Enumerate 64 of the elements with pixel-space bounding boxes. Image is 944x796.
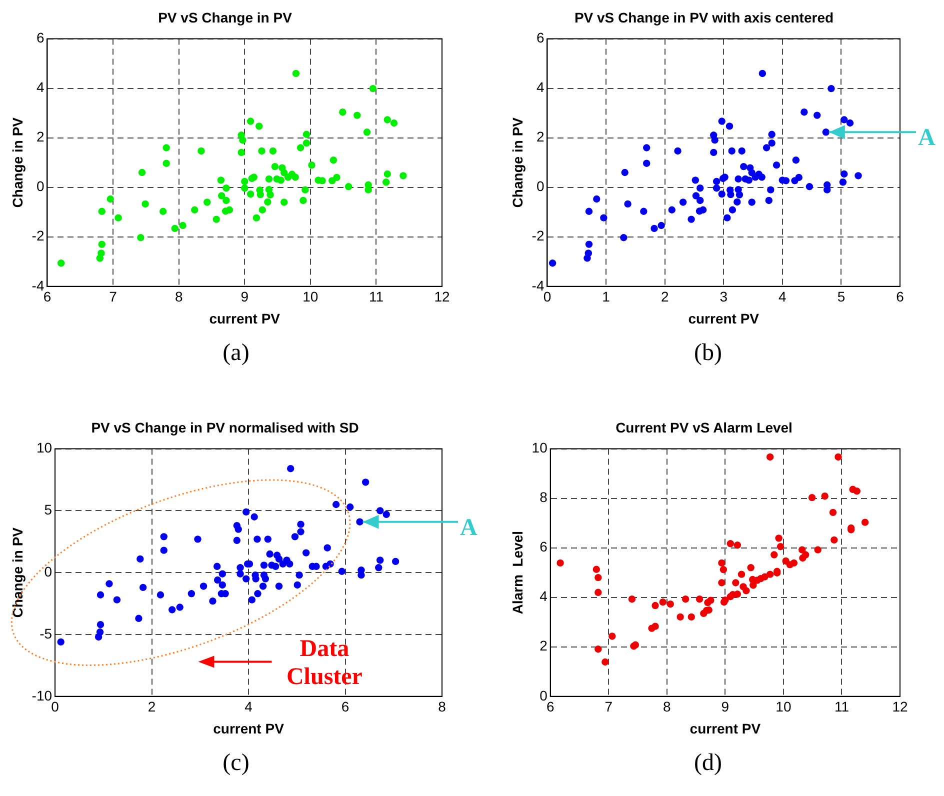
- text: (b): [693, 340, 723, 367]
- y-tick-label: -10: [32, 687, 52, 704]
- y-tick-label: -2: [32, 228, 44, 244]
- y-tick-label: 8: [540, 489, 548, 506]
- x-tick-label: 11: [368, 288, 384, 305]
- x-tick-label: 3: [720, 288, 728, 305]
- y-axis-title: Change in PV: [509, 116, 526, 208]
- text: (c): [222, 750, 250, 777]
- x-axis-title: current PV: [690, 720, 762, 736]
- x-tick-label: 1: [602, 288, 610, 305]
- x-tick-label: 6: [896, 288, 904, 305]
- y-axis-title: Alarm Level: [509, 530, 526, 614]
- y-tick-label: 0: [44, 563, 52, 580]
- x-tick-label: 5: [837, 288, 846, 305]
- x-tick-label: 2: [660, 288, 669, 305]
- y-tick-label: 4: [36, 79, 44, 96]
- y-tick-label: 10: [36, 440, 52, 456]
- x-tick-label: 8: [174, 288, 183, 305]
- y-tick-label: -2: [532, 228, 544, 244]
- y-tick-label: 4: [540, 588, 548, 604]
- annotation: A: [918, 124, 936, 152]
- chart-title: Current PV vS Alarm Level: [616, 419, 792, 436]
- y-tick-label: 0: [536, 178, 544, 194]
- x-tick-label: 6: [341, 698, 350, 715]
- y-tick-label: 2: [36, 128, 44, 145]
- y-tick-label: 6: [36, 30, 44, 46]
- y-tick-label: 4: [536, 79, 544, 96]
- chart-title: PV vS Change in PV: [158, 9, 293, 26]
- y-tick-label: -5: [40, 625, 52, 642]
- x-tick-label: 8: [438, 698, 446, 715]
- y-tick-label: 10: [532, 440, 548, 456]
- annotation: A: [460, 514, 478, 542]
- y-tick-label: -4: [32, 277, 44, 294]
- x-axis-title: current PV: [688, 310, 760, 326]
- x-tick-label: 9: [721, 698, 730, 715]
- y-tick-label: 0: [36, 178, 44, 194]
- x-tick-label: 7: [109, 288, 118, 305]
- y-axis-title: Change in PV: [9, 116, 26, 208]
- x-tick-label: 9: [240, 288, 249, 305]
- y-tick-label: -4: [532, 277, 544, 294]
- x-tick-label: 7: [604, 698, 613, 715]
- x-tick-label: 12: [892, 698, 908, 715]
- y-tick-label: 6: [540, 538, 548, 555]
- x-tick-label: 2: [148, 698, 156, 715]
- y-tick-label: 2: [540, 638, 548, 654]
- x-tick-label: 11: [834, 698, 850, 715]
- x-axis-title: current PV: [209, 310, 281, 326]
- chart-title: PV vS Change in PV normalised with SD: [91, 419, 359, 436]
- x-tick-label: 8: [663, 698, 672, 715]
- y-tick-label: 0: [540, 687, 548, 704]
- x-tick-label: 4: [244, 698, 253, 715]
- chart-title: PV vS Change in PV with axis centered: [574, 9, 834, 26]
- y-tick-label: 2: [536, 128, 544, 145]
- annotation: Data Cluster: [285, 634, 364, 690]
- x-axis-title: current PV: [213, 720, 285, 736]
- x-tick-label: 12: [434, 288, 450, 305]
- text: (d): [693, 750, 723, 777]
- x-tick-label: 10: [302, 288, 318, 305]
- y-tick-label: 5: [44, 502, 52, 518]
- y-tick-label: 6: [536, 30, 544, 46]
- x-tick-label: 10: [776, 698, 792, 715]
- x-tick-label: 4: [778, 288, 787, 305]
- text: (a): [222, 340, 250, 367]
- y-axis-title: Change in PV: [9, 526, 26, 618]
